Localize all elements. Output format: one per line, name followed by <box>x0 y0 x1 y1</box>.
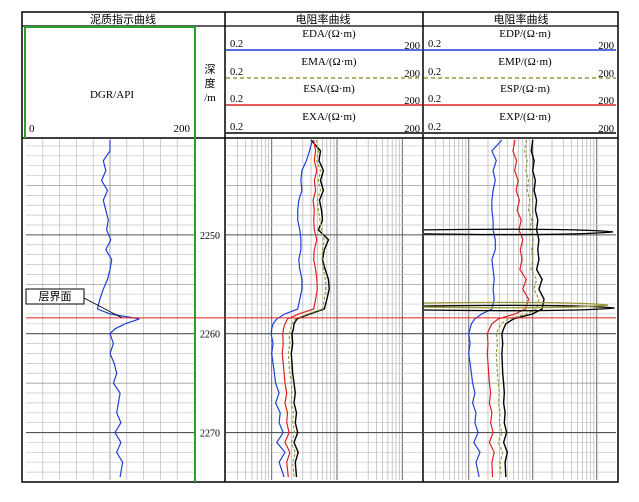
curve-name: EDA/(Ω·m) <box>302 28 356 40</box>
depth-tick-label: 2250 <box>200 231 220 242</box>
depth-char-2: 度 <box>205 76 216 90</box>
curve-name: EXP/(Ω·m) <box>499 111 551 123</box>
curve-edp <box>468 139 503 478</box>
curve-scale-max: 200 <box>598 41 614 52</box>
dgr-min: 0 <box>29 123 35 135</box>
boundary-label-box <box>25 288 85 305</box>
curve-scale-max: 200 <box>404 124 420 135</box>
depth-tick-label: 2270 <box>200 429 220 440</box>
boundary-annotation: 层界面 <box>25 288 616 319</box>
depth-track-border <box>24 26 196 482</box>
depth-char-1: 深 <box>205 63 216 76</box>
track-3-title: 电阻率曲线 <box>494 12 549 26</box>
track-2-title: 电阻率曲线 <box>296 12 351 26</box>
curve-spike <box>424 301 609 309</box>
dgr-curve-name: DGR/API <box>90 89 134 101</box>
frame <box>21 11 619 483</box>
curve-scale-max: 200 <box>404 41 420 52</box>
log-curves <box>96 139 615 478</box>
curve-scale-min: 0.2 <box>428 94 441 105</box>
curve-scale-max: 200 <box>598 69 614 80</box>
dgr-max: 200 <box>174 123 191 135</box>
curve-spike <box>424 228 614 236</box>
curve-emp <box>495 139 540 478</box>
track-2-grid <box>226 139 422 480</box>
boundary-leader-line <box>83 297 123 319</box>
depth-axis: 2250 2260 2270 <box>200 231 220 440</box>
curve-esa <box>281 139 318 478</box>
curve-spike <box>424 304 615 312</box>
curve-scale-min: 0.2 <box>428 39 441 50</box>
curve-ema <box>287 139 327 478</box>
curve-scale-min: 0.2 <box>428 122 441 133</box>
curve-name: ESP/(Ω·m) <box>500 83 550 95</box>
depth-char-3: /m <box>204 92 216 104</box>
curve-scale-min: 0.2 <box>230 39 243 50</box>
curve-name: EMP/(Ω·m) <box>498 56 552 68</box>
depth-tick-label: 2260 <box>200 330 220 341</box>
track-1-title: 泥质指示曲线 <box>90 12 156 26</box>
curve-scale-max: 200 <box>404 69 420 80</box>
curve-dgr <box>96 140 140 478</box>
boundary-label: 层界面 <box>39 290 72 303</box>
curve-name: EMA/(Ω·m) <box>301 56 357 68</box>
depth-header-label: 深 度 /m <box>204 63 216 104</box>
curve-scale-max: 200 <box>598 124 614 135</box>
curve-name: ESA/(Ω·m) <box>303 83 355 95</box>
curve-esp <box>486 139 530 478</box>
curve-scale-min: 0.2 <box>428 67 441 78</box>
curve-scale-max: 200 <box>404 96 420 107</box>
curve-scale-min: 0.2 <box>230 94 243 105</box>
curve-scale-max: 200 <box>598 96 614 107</box>
curve-exp <box>501 139 545 478</box>
track-1-grid <box>26 139 194 480</box>
curve-exa <box>290 139 330 478</box>
curve-scale-min: 0.2 <box>230 67 243 78</box>
curve-name: EXA/(Ω·m) <box>302 111 356 123</box>
curve-scale-min: 0.2 <box>230 122 243 133</box>
curve-eda <box>270 139 313 478</box>
curve-name: EDP/(Ω·m) <box>499 28 551 40</box>
resistivity-headers: EDA/(Ω·m) 0.2 200 EMA/(Ω·m) 0.2 200 ESA/(Ω·m) 0… <box>226 28 616 135</box>
